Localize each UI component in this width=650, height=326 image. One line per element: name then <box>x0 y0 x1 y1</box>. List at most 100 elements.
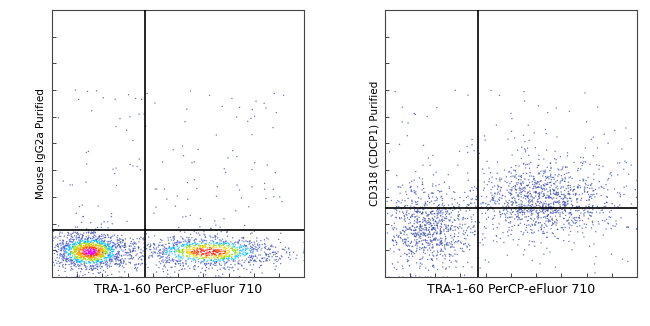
Point <box>70 249 80 254</box>
Point <box>436 229 446 234</box>
Point <box>150 100 160 106</box>
Point <box>436 222 447 227</box>
Point <box>164 241 174 246</box>
Point <box>380 221 390 227</box>
Point <box>440 246 450 252</box>
Point <box>623 259 633 264</box>
Point <box>104 252 114 258</box>
Point <box>147 253 157 258</box>
Point <box>176 250 187 255</box>
Point <box>101 259 112 264</box>
Point <box>240 252 251 258</box>
Point <box>107 247 118 252</box>
Point <box>211 263 221 268</box>
Point <box>411 248 422 253</box>
Point <box>426 239 436 244</box>
Point <box>448 189 459 194</box>
Point <box>227 241 238 246</box>
Point <box>92 256 102 261</box>
Point <box>505 220 515 226</box>
Point <box>541 206 552 211</box>
Point <box>556 192 567 197</box>
Point <box>592 145 603 151</box>
Point <box>183 263 193 269</box>
Point <box>85 247 96 252</box>
Point <box>75 253 86 258</box>
Point <box>594 163 604 168</box>
Point <box>397 209 408 215</box>
Point <box>616 192 626 198</box>
Point <box>198 243 208 248</box>
Point <box>174 255 184 260</box>
Point <box>270 250 281 255</box>
Point <box>89 249 99 254</box>
Point <box>434 203 444 208</box>
Point <box>273 257 283 262</box>
Point <box>65 237 75 243</box>
Point <box>75 254 86 259</box>
Point <box>201 247 211 253</box>
Point <box>415 209 426 215</box>
Point <box>419 223 430 228</box>
Point <box>95 254 105 259</box>
Point <box>193 264 203 269</box>
Point <box>443 227 454 232</box>
Point <box>545 191 556 196</box>
Point <box>514 197 524 202</box>
Point <box>261 252 271 257</box>
Point <box>96 257 107 262</box>
Point <box>86 246 96 251</box>
Point <box>445 227 456 232</box>
Point <box>545 218 555 223</box>
Point <box>73 231 83 237</box>
Point <box>116 247 127 253</box>
Point <box>569 205 580 211</box>
Point <box>221 260 231 265</box>
Point <box>101 251 111 257</box>
Point <box>54 261 64 266</box>
Point <box>244 204 254 209</box>
Point <box>205 244 215 249</box>
Point <box>218 241 229 246</box>
Point <box>238 243 248 248</box>
Point <box>224 244 235 249</box>
Point <box>417 238 427 244</box>
Point <box>413 209 424 214</box>
Point <box>86 253 96 259</box>
Point <box>193 230 203 236</box>
Point <box>389 265 400 270</box>
Point <box>102 264 112 269</box>
Point <box>208 242 218 247</box>
Point <box>92 240 102 245</box>
Point <box>207 253 217 258</box>
Point <box>97 241 107 246</box>
Point <box>571 220 581 225</box>
Point <box>461 236 471 242</box>
Point <box>612 172 623 178</box>
Point <box>421 274 431 280</box>
Point <box>451 265 462 270</box>
Point <box>111 257 121 262</box>
Point <box>552 184 562 189</box>
Point <box>83 233 94 239</box>
Point <box>158 246 168 252</box>
Point <box>538 169 549 174</box>
Point <box>519 230 529 235</box>
Point <box>107 257 117 262</box>
Point <box>75 269 86 274</box>
Point <box>82 252 92 257</box>
Point <box>598 210 608 215</box>
Point <box>246 116 256 121</box>
Point <box>463 93 473 98</box>
Point <box>128 247 138 253</box>
Point <box>101 244 112 249</box>
Point <box>552 193 563 198</box>
Point <box>504 220 514 225</box>
Point <box>218 239 229 244</box>
Point <box>194 252 204 257</box>
Point <box>90 248 100 253</box>
Point <box>261 258 271 263</box>
Point <box>92 251 102 256</box>
Point <box>155 261 166 266</box>
Point <box>62 239 72 244</box>
